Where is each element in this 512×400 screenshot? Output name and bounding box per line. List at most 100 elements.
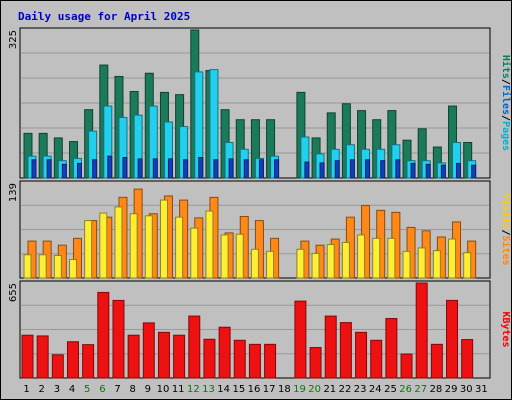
bar-kbytes-day-6 bbox=[97, 291, 110, 379]
bar-kbytes-day-29 bbox=[446, 299, 459, 379]
bar-pages-day-29 bbox=[456, 162, 462, 179]
bar-pages-day-19 bbox=[304, 161, 310, 179]
bar-kbytes-day-13 bbox=[203, 338, 216, 379]
bar-kbytes-day-1 bbox=[21, 334, 34, 379]
bar-pages-day-2 bbox=[46, 159, 52, 179]
bar-pages-day-28 bbox=[440, 164, 446, 179]
bar-sites-day-15 bbox=[235, 233, 244, 279]
bar-sites-day-2 bbox=[38, 254, 47, 279]
bar-kbytes-day-3 bbox=[51, 354, 64, 379]
bar-kbytes-day-10 bbox=[157, 331, 170, 379]
bar-kbytes-day-28 bbox=[430, 343, 443, 379]
bar-pages-day-25 bbox=[395, 159, 401, 179]
bar-sites-day-1 bbox=[23, 254, 32, 279]
bar-sites-day-11 bbox=[175, 216, 184, 279]
bar-kbytes-day-9 bbox=[142, 322, 155, 379]
bar-sites-day-6 bbox=[99, 212, 108, 279]
bar-sites-day-16 bbox=[250, 248, 259, 279]
bar-sites-day-26 bbox=[402, 250, 411, 279]
x-tick-label-day-15: 15 bbox=[232, 384, 245, 395]
x-tick-label-day-20: 20 bbox=[308, 384, 321, 395]
bar-kbytes-day-25 bbox=[385, 318, 398, 379]
legend-files: Files bbox=[500, 85, 512, 115]
legend-label: Hits/Files/Pages bbox=[500, 55, 512, 151]
bar-sites-day-30 bbox=[463, 252, 472, 279]
bar-sites-day-4 bbox=[68, 259, 77, 279]
bar-sites-day-3 bbox=[53, 254, 62, 279]
bar-kbytes-day-2 bbox=[36, 335, 49, 379]
x-tick-label-day-9: 9 bbox=[145, 384, 151, 395]
x-tick-label-day-29: 29 bbox=[445, 384, 458, 395]
bar-visits-day-4 bbox=[72, 237, 82, 279]
x-tick-label-day-30: 30 bbox=[460, 384, 473, 395]
bar-sites-day-13 bbox=[205, 210, 214, 279]
bar-kbytes-day-5 bbox=[82, 344, 95, 379]
x-tick-label-day-23: 23 bbox=[354, 384, 367, 395]
x-tick-label-day-28: 28 bbox=[430, 384, 443, 395]
x-tick-label-day-3: 3 bbox=[54, 384, 60, 395]
x-tick-label-day-24: 24 bbox=[369, 384, 382, 395]
chart-title: Daily usage for April 2025 bbox=[18, 10, 190, 23]
bar-sites-day-20 bbox=[311, 252, 320, 279]
legend-hits: Hits bbox=[500, 55, 512, 79]
bar-kbytes-day-30 bbox=[461, 339, 474, 379]
bar-sites-day-22 bbox=[341, 241, 350, 279]
legend-separator: / bbox=[500, 229, 511, 235]
bar-pages-day-16 bbox=[258, 159, 264, 179]
x-tick-label-day-6: 6 bbox=[99, 384, 105, 395]
bar-kbytes-day-16 bbox=[248, 343, 261, 379]
bar-pages-day-3 bbox=[61, 163, 67, 179]
bar-sites-day-27 bbox=[417, 247, 426, 279]
bar-kbytes-day-23 bbox=[355, 331, 368, 379]
x-tick-label-day-10: 10 bbox=[157, 384, 170, 395]
bar-pages-day-13 bbox=[213, 159, 219, 179]
bar-kbytes-day-4 bbox=[66, 341, 79, 379]
bar-pages-day-9 bbox=[152, 158, 158, 179]
x-tick-label-day-17: 17 bbox=[263, 384, 276, 395]
x-tick-label-day-13: 13 bbox=[202, 384, 215, 395]
bar-sites-day-17 bbox=[266, 250, 275, 279]
bar-sites-day-10 bbox=[159, 199, 168, 279]
x-tick-label-day-12: 12 bbox=[187, 384, 200, 395]
bar-kbytes-day-27 bbox=[415, 282, 428, 379]
bar-kbytes-day-15 bbox=[233, 339, 246, 379]
y-max-label-3: 655 bbox=[8, 283, 19, 302]
x-tick-label-day-18: 18 bbox=[278, 384, 291, 395]
x-tick-label-day-26: 26 bbox=[399, 384, 412, 395]
legend-visits: Visits bbox=[500, 193, 512, 229]
bar-sites-day-19 bbox=[296, 248, 305, 279]
bar-kbytes-day-26 bbox=[400, 353, 413, 379]
bar-pages-day-10 bbox=[167, 158, 173, 179]
bar-pages-day-17 bbox=[274, 159, 280, 179]
bar-kbytes-day-24 bbox=[370, 339, 383, 379]
bar-kbytes-day-17 bbox=[264, 343, 277, 379]
legend-pages: Pages bbox=[500, 121, 511, 151]
x-tick-label-day-27: 27 bbox=[414, 384, 427, 395]
bar-sites-day-21 bbox=[326, 244, 335, 279]
bar-pages-day-1 bbox=[31, 159, 37, 179]
bar-pages-day-21 bbox=[334, 160, 340, 179]
bar-pages-day-12 bbox=[198, 157, 204, 179]
bar-sites-day-5 bbox=[84, 220, 93, 279]
bar-kbytes-day-11 bbox=[173, 334, 186, 379]
bar-kbytes-day-19 bbox=[294, 300, 307, 379]
bar-kbytes-day-8 bbox=[127, 334, 140, 379]
bar-kbytes-day-14 bbox=[218, 326, 231, 379]
bar-sites-day-14 bbox=[220, 234, 229, 279]
bar-kbytes-day-12 bbox=[188, 315, 201, 379]
y-max-label-1: 325 bbox=[8, 30, 19, 49]
y-max-label-2: 139 bbox=[8, 183, 19, 202]
x-tick-label-day-21: 21 bbox=[323, 384, 336, 395]
legend-label: KBytes bbox=[500, 311, 511, 347]
bar-sites-day-25 bbox=[387, 237, 396, 279]
bar-sites-day-7 bbox=[114, 206, 123, 279]
legend-separator: / bbox=[500, 79, 511, 85]
legend-sites: Sites bbox=[500, 236, 512, 266]
bar-sites-day-24 bbox=[372, 237, 381, 279]
bar-sites-day-9 bbox=[144, 215, 153, 279]
x-tick-label-day-5: 5 bbox=[84, 384, 90, 395]
bar-pages-day-4 bbox=[76, 162, 82, 179]
bar-pages-day-27 bbox=[425, 163, 431, 179]
x-tick-label-day-22: 22 bbox=[339, 384, 352, 395]
